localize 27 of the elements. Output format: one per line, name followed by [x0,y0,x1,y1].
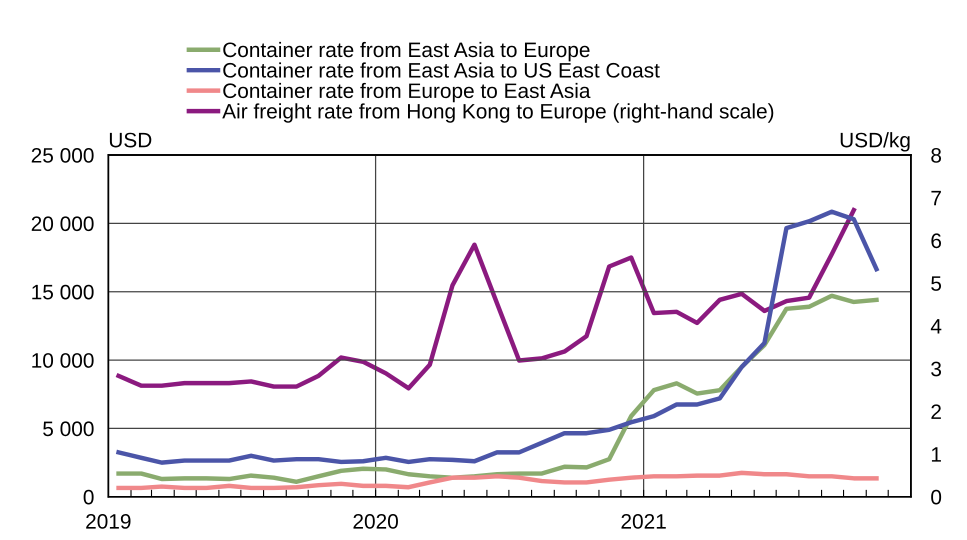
line-series [116,208,856,390]
y2-tick-label: 7 [931,190,941,206]
legend-label: Container rate from East Asia to US East Coast [223,62,660,78]
y2-tick-label: 4 [930,319,942,334]
y-tick-label: 10 000 [32,353,94,368]
line-series [116,209,879,465]
y2-tick-label: 2 [931,404,941,419]
y-tick-label: 5 000 [43,421,94,436]
y2-tick-label: 5 [931,276,942,291]
legend-label: Container rate from Europe to East Asia [223,82,590,102]
legend-label: Container rate from East Asia to Europe [223,42,590,62]
x-tick-label: 2020 [353,514,398,529]
legend-label: Air freight rate from Hong Kong to Europe (right-hand scale) [222,103,774,123]
x-tick-label: 2019 [86,514,130,529]
y-tick-label: 25 000 [32,148,94,163]
y-tick-label: 20 000 [32,216,94,232]
y-tick-label: 15 000 [32,284,94,300]
y2-tick-label: 8 [931,148,942,163]
line-series [116,470,879,490]
y2-axis-title: USD/kg [840,132,910,152]
x-tick-label: 2021 [622,514,666,529]
y-tick-label: 0 [84,490,94,505]
y2-tick-label: 6 [931,233,942,248]
y2-tick-label: 0 [931,490,942,505]
y2-tick-label: 3 [931,362,942,376]
y-axis-title: USD [110,132,152,148]
y2-tick-label: 1 [932,447,941,462]
